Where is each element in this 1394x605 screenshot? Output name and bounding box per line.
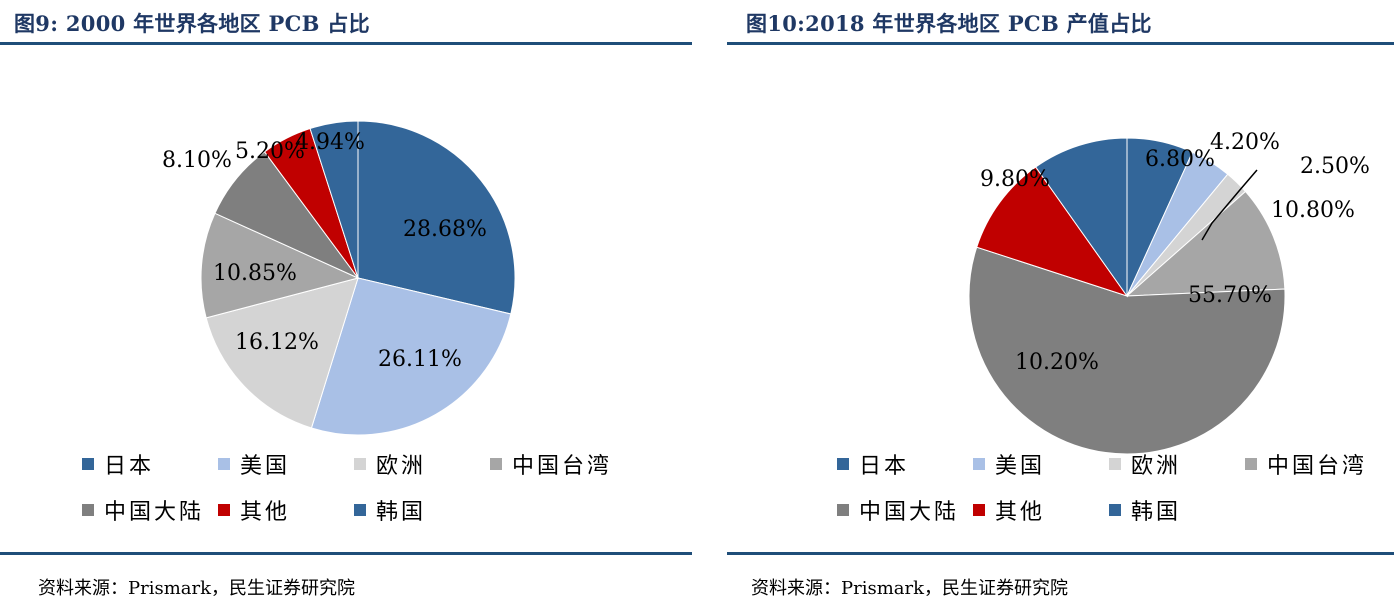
legend-label: 欧洲	[1131, 454, 1182, 479]
legend-item: 其他	[218, 496, 291, 525]
pie-chart-2018: 6.80%4.20% 2.50% 10.80% 55.70% 10.20% 9.80%	[968, 130, 1370, 455]
legend-item: 日本	[837, 450, 910, 479]
data-label: 2.50%	[1300, 154, 1370, 179]
legend-item: 韩国	[354, 496, 427, 525]
legend-swatch	[82, 458, 94, 470]
data-label: 28.68%	[403, 217, 487, 242]
legend-label: 日本	[859, 454, 910, 479]
legend-item: 中国台湾	[1245, 450, 1368, 479]
legend-label: 中国台湾	[512, 454, 613, 479]
legend-label: 韩国	[1131, 500, 1182, 525]
legend-item: 韩国	[1109, 496, 1182, 525]
pie-chart-2000: 28.68% 26.11% 16.12% 10.85% 8.10% 5.20%4.94%	[162, 120, 516, 436]
legend-label: 其他	[240, 500, 291, 525]
pie-slice	[976, 166, 1129, 297]
legend-item: 美国	[218, 450, 291, 479]
legend-swatch	[837, 504, 849, 516]
legend-swatch	[1109, 458, 1121, 470]
legend-swatch	[82, 504, 94, 516]
pie-slice	[357, 120, 516, 315]
legend-swatch	[973, 504, 985, 516]
source-note: 资料来源：Prismark，民生证券研究院	[751, 578, 1069, 599]
title-rule	[0, 42, 692, 45]
pie-slice	[1125, 190, 1286, 297]
data-label: 26.11%	[378, 347, 462, 372]
data-label: 55.70%	[1188, 283, 1272, 308]
legend-label: 中国台湾	[1267, 454, 1368, 479]
legend-item: 其他	[973, 496, 1046, 525]
pie-slice	[205, 277, 359, 429]
legend-item: 日本	[82, 450, 155, 479]
data-label: 16.12%	[235, 330, 319, 355]
legend-swatch	[354, 458, 366, 470]
pie-slice	[310, 277, 512, 436]
legend-item: 欧洲	[1109, 450, 1182, 479]
legend-item: 中国台湾	[490, 450, 613, 479]
pie-slice	[968, 246, 1286, 455]
data-label: 10.85%	[213, 261, 297, 286]
pie-slice	[200, 212, 360, 319]
data-label: 5.20%	[235, 139, 305, 164]
data-label: 4.20%	[1210, 130, 1280, 155]
pie-slice	[1035, 137, 1128, 298]
data-label: 10.20%	[1015, 350, 1099, 375]
title-rule	[727, 42, 1394, 45]
legend-label: 中国大陆	[859, 500, 960, 525]
footer-rule	[727, 552, 1394, 555]
data-label: 9.80%	[980, 167, 1050, 192]
legend-label: 欧洲	[376, 454, 427, 479]
data-label: 8.10%	[162, 148, 232, 173]
legend-label: 美国	[995, 454, 1046, 479]
legend-swatch	[218, 458, 230, 470]
legend-swatch	[354, 504, 366, 516]
legend-label: 其他	[995, 500, 1046, 525]
chart-title: 图10:2018 年世界各地区 PCB 产值占比	[746, 11, 1152, 36]
legend-swatch	[218, 504, 230, 516]
chart-title: 图9: 2000 年世界各地区 PCB 占比	[14, 11, 370, 36]
footer-rule	[0, 552, 692, 555]
legend-item: 中国大陆	[82, 496, 205, 525]
legend-swatch	[490, 458, 502, 470]
leader-line	[1201, 169, 1258, 241]
chart-panel-2000: 图9: 2000 年世界各地区 PCB 占比 28.68% 26.11% 16.12…	[0, 0, 692, 605]
legend-item: 美国	[973, 450, 1046, 479]
source-note: 资料来源：Prismark，民生证券研究院	[38, 578, 356, 599]
legend-label: 中国大陆	[104, 500, 205, 525]
legend-swatch	[1245, 458, 1257, 470]
pie-slice	[309, 120, 359, 279]
legend-label: 美国	[240, 454, 291, 479]
data-label: 10.80%	[1271, 198, 1355, 223]
legend-swatch	[973, 458, 985, 470]
legend-label: 日本	[104, 454, 155, 479]
legend-label: 韩国	[376, 500, 427, 525]
data-label: 4.94%	[295, 130, 365, 155]
data-label: 6.80%	[1145, 147, 1215, 172]
legend-item: 中国大陆	[837, 496, 960, 525]
legend-swatch	[837, 458, 849, 470]
chart-panel-2018: 图10:2018 年世界各地区 PCB 产值占比 6.80% 4.20% 2.50%…	[727, 0, 1394, 605]
legend-item: 欧洲	[354, 450, 427, 479]
legend-swatch	[1109, 504, 1121, 516]
